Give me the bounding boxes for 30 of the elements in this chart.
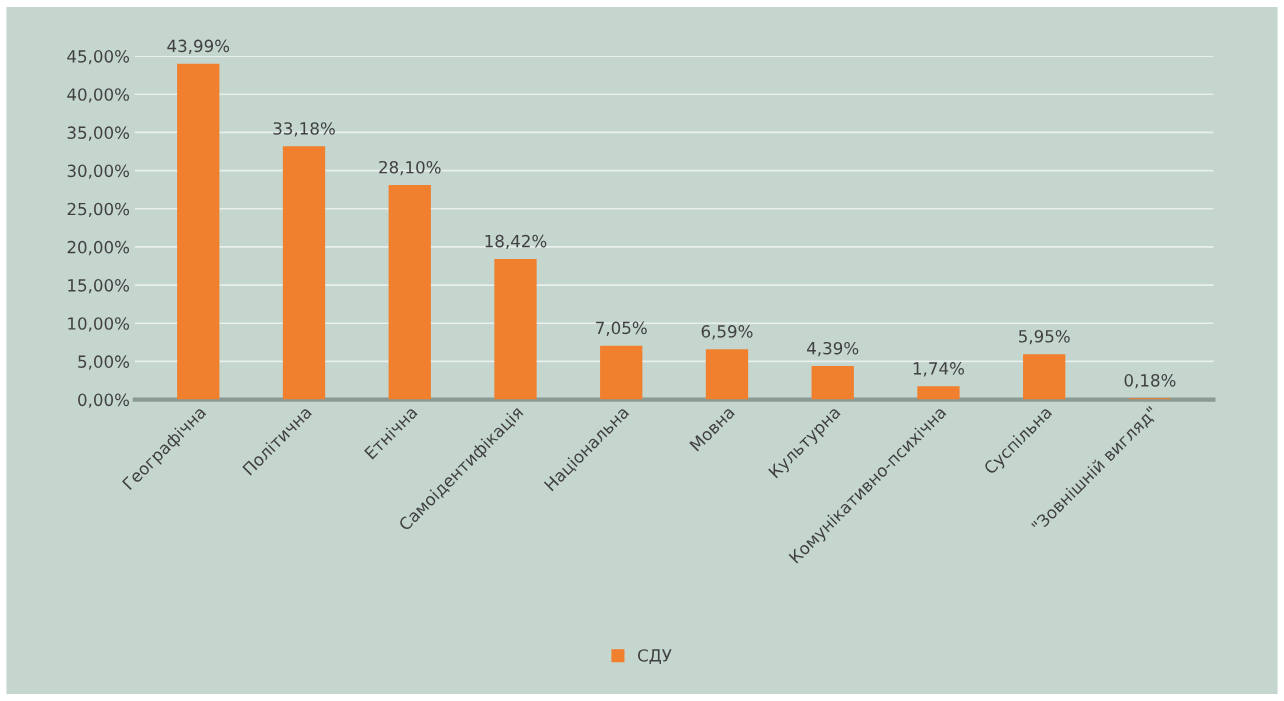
data-label: 5,95%: [1019, 329, 1070, 345]
data-label: 1,74%: [913, 362, 965, 377]
y-tick-label: 10,00%: [68, 317, 130, 332]
y-tick-label: 35,00%: [67, 126, 130, 141]
data-label: 43,99%: [167, 39, 230, 54]
y-tick-label: 25,00%: [67, 202, 130, 218]
y-tick-label: 45,00%: [67, 50, 130, 65]
y-tick-label: 40,00%: [67, 88, 130, 103]
bar: [600, 345, 643, 400]
y-tick-label: 5,00%: [78, 355, 130, 370]
bar: [705, 349, 749, 400]
y-tick-label: 20,00%: [67, 240, 130, 256]
y-tick-label: 15,00%: [68, 279, 130, 294]
bar: [282, 146, 326, 400]
y-tick-label: 30,00%: [67, 164, 130, 179]
bar: [917, 386, 960, 400]
data-label: 33,18%: [273, 122, 335, 137]
bar: [494, 258, 537, 400]
data-label: 4,39%: [807, 341, 859, 357]
bar: [1023, 354, 1066, 400]
data-label: 6,59%: [701, 325, 753, 340]
bar: [388, 185, 431, 400]
y-tick-label: 0,00%: [78, 393, 130, 408]
data-label: 0,18%: [1124, 374, 1176, 389]
data-label: 7,05%: [596, 321, 647, 336]
data-label: 28,10%: [379, 160, 441, 176]
bar: [177, 63, 220, 400]
legend-label: СДУ: [638, 649, 672, 665]
data-label: 18,42%: [485, 234, 547, 250]
bar: [811, 366, 854, 400]
